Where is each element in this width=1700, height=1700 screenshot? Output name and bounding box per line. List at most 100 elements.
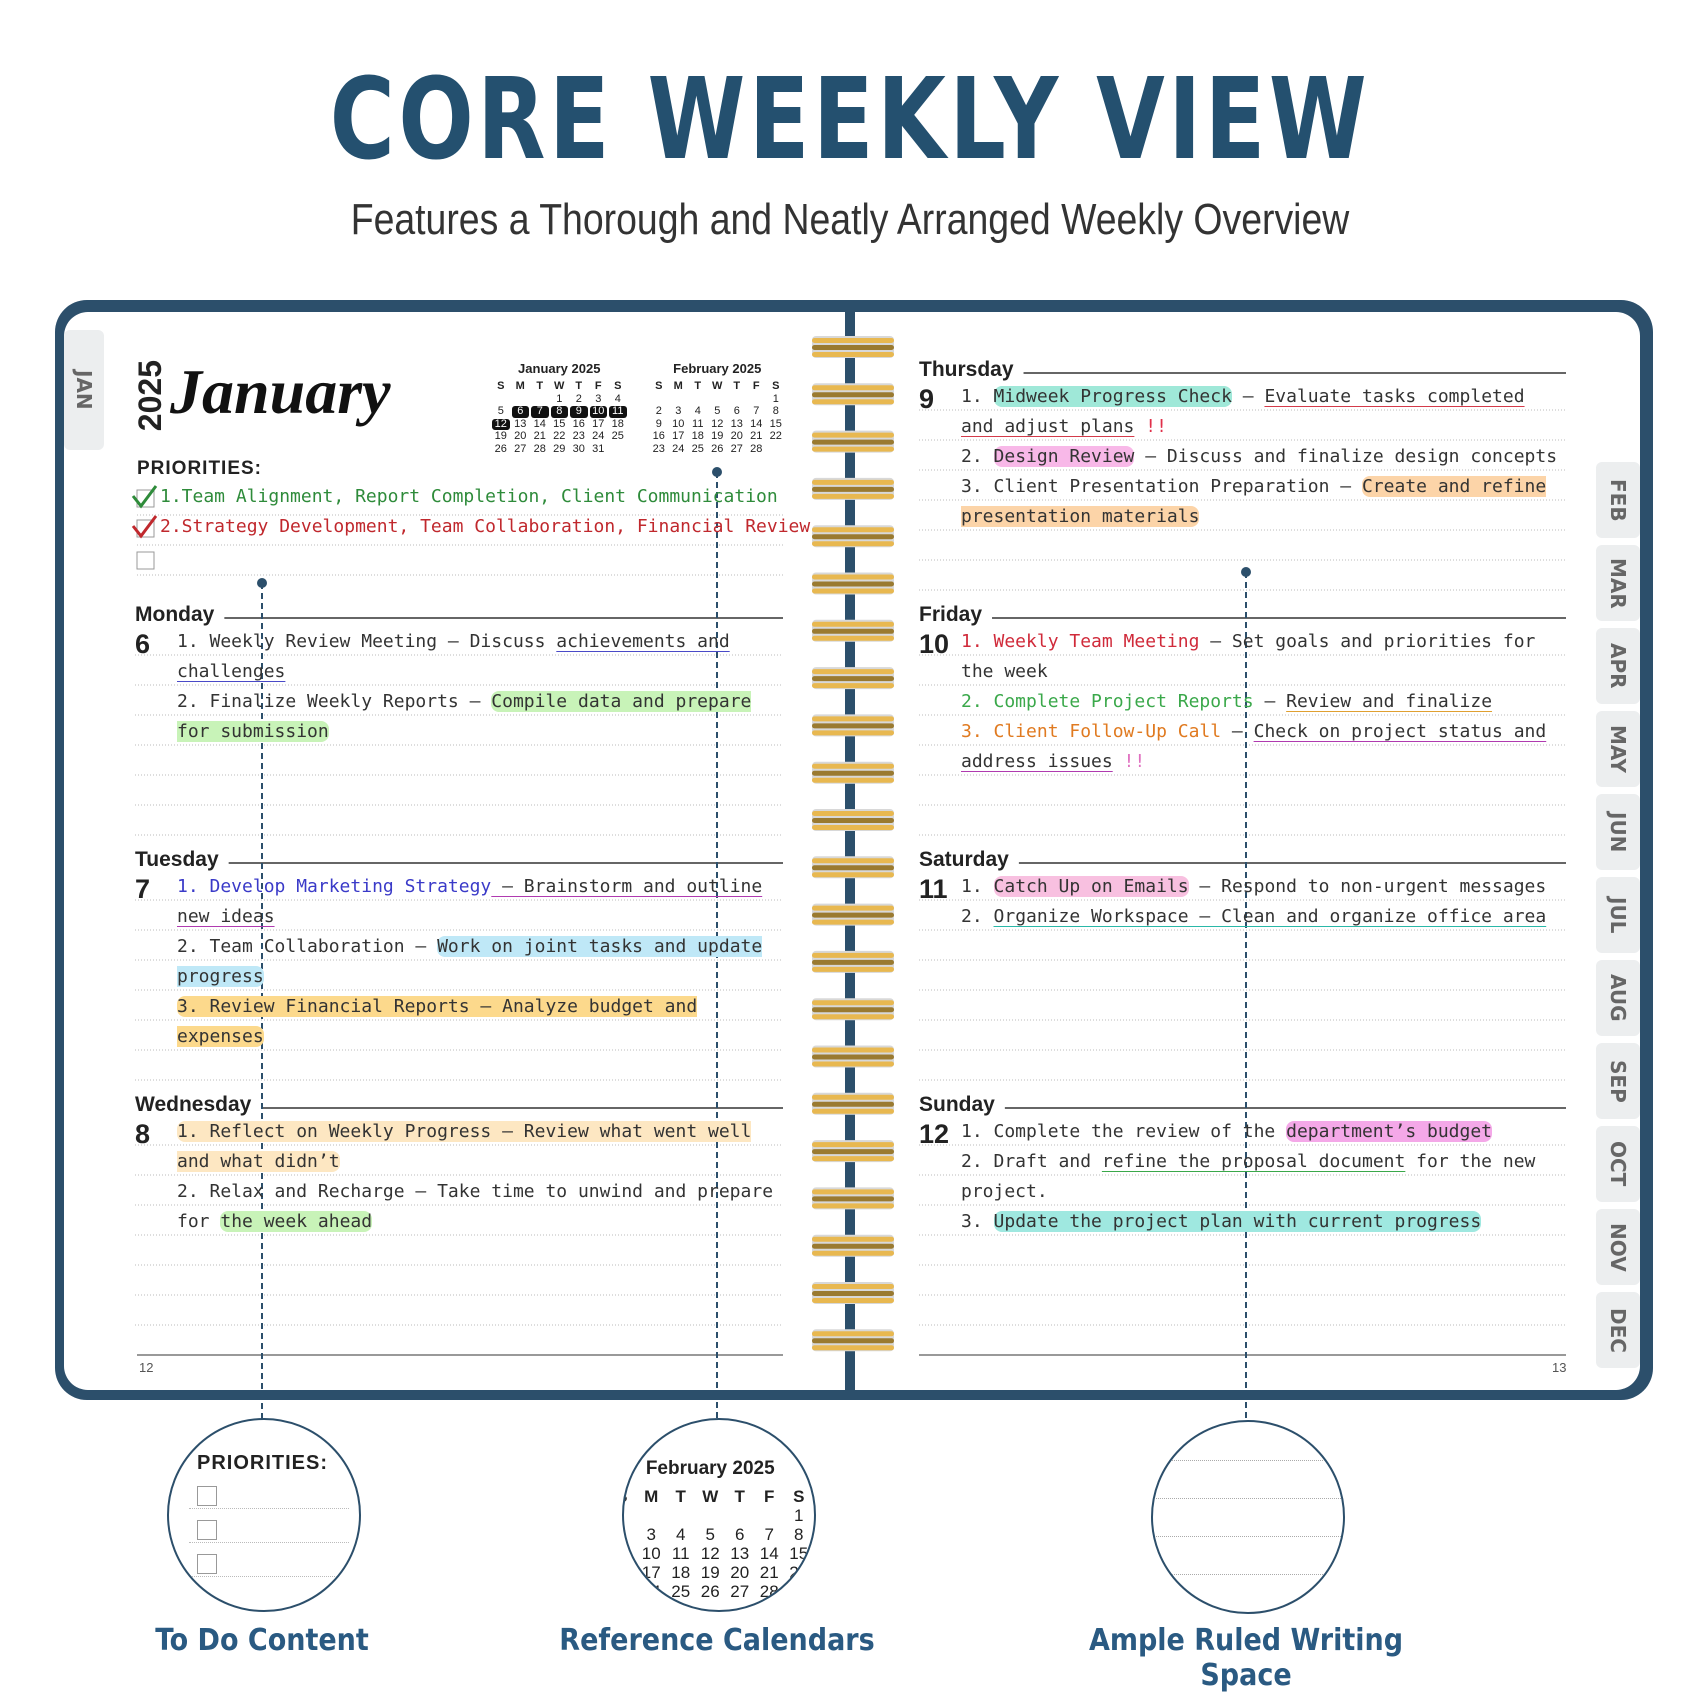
day-entries: 1. Weekly Review Meeting – Discuss achie… (177, 627, 783, 747)
calendar-day: 16 (622, 1563, 632, 1583)
weekday: S (772, 379, 780, 392)
day-number: 9 (919, 384, 935, 414)
spiral-ring (812, 770, 894, 776)
month-tab[interactable]: AUG (1596, 960, 1640, 1036)
spiral-ring (812, 1243, 894, 1249)
spiral-ring (812, 399, 894, 405)
weekday: M (644, 1486, 659, 1506)
callout-circle (1151, 1420, 1345, 1614)
month-tab[interactable]: OCT (1596, 1126, 1640, 1202)
month-tab[interactable]: APR (1596, 628, 1640, 704)
left-page (64, 312, 845, 1390)
spiral-ring (812, 527, 894, 533)
spiral-ring (812, 905, 894, 911)
entry-text: Evaluate tasks completed and adjust plan… (961, 386, 1525, 437)
spiral-ring (812, 1014, 894, 1020)
spiral-ring (812, 669, 894, 675)
month-tab[interactable]: NOV (1596, 1209, 1640, 1285)
day-entries: 1. Weekly Team Meeting – Set goals and p… (961, 627, 1566, 777)
spiral-ring (812, 1142, 894, 1148)
entry-text: 1. Reflect on Weekly Progress – Review w… (177, 1121, 752, 1172)
weekday: S (614, 379, 622, 392)
entry: 1. Weekly Review Meeting – Discuss achie… (177, 627, 783, 687)
weekday: W (554, 379, 565, 392)
calendar-day: 4 (694, 405, 701, 417)
spiral-ring (812, 1284, 894, 1289)
calendar-day: 31 (592, 442, 605, 455)
entry-text: 2. Draft and (961, 1151, 1102, 1172)
month-tab[interactable]: DEC (1596, 1292, 1640, 1368)
month-tab[interactable]: MAR (1596, 545, 1640, 621)
month-tab[interactable]: FEB (1596, 462, 1640, 538)
calendar-day: 8 (550, 405, 568, 418)
entry: 2. Organize Workspace – Clean and organi… (961, 902, 1566, 932)
calendar-day: 3 (595, 392, 602, 405)
calendar-day: 15 (789, 1544, 809, 1564)
calendar-day: 1 (794, 1506, 804, 1526)
priority-item: 1.Team Alignment, Report Completion, Cli… (160, 486, 778, 507)
spiral-ring (812, 872, 894, 878)
month-tab[interactable]: JUL (1596, 877, 1640, 953)
spiral-ring (812, 385, 894, 391)
entry-text: 1. Weekly Team Meeting (961, 631, 1200, 652)
spiral-ring (812, 1007, 894, 1013)
calendar-day: 6 (511, 405, 529, 418)
spiral-ring (812, 338, 894, 343)
calendar-day: 13 (730, 417, 743, 430)
entry: 2. Complete Project Reports – Review and… (961, 687, 1566, 717)
subtitle: Features a Thorough and Neatly Arranged … (350, 195, 1350, 244)
spiral-ring (812, 581, 894, 587)
calendar-day: 28 (533, 442, 546, 455)
priorities-label: PRIORITIES: (197, 1452, 329, 1474)
calendar-day: 15 (553, 417, 566, 430)
callout-label: Reference Calendars (559, 1623, 875, 1658)
calendar-day: 9 (570, 405, 588, 418)
spiral-ring (812, 493, 894, 499)
calendar-day: 27 (730, 442, 743, 455)
weekday: T (575, 379, 583, 392)
calendar-day: 1 (772, 392, 779, 405)
checkmark (131, 485, 158, 509)
day-name: Monday (135, 603, 215, 626)
calendar-day: 17 (672, 430, 685, 442)
calendar-day: 16 (652, 430, 665, 442)
spiral-ring (812, 1236, 894, 1242)
callout-circle: February 2025SMTWTFS12345678910111213141… (622, 1418, 816, 1612)
weekday: T (734, 1486, 745, 1506)
rule (189, 1576, 349, 1577)
calendar-day: 22 (769, 430, 782, 442)
entry-text: Review and finalize (1286, 691, 1493, 712)
spiral-ring (812, 865, 894, 871)
month-tab[interactable]: SEP (1596, 1043, 1640, 1119)
month-tab[interactable]: MAY (1596, 711, 1640, 787)
entry-text: 1. Complete the review of the (961, 1121, 1287, 1142)
calendar-day: 6 (735, 1525, 745, 1545)
spiral-ring (812, 345, 894, 350)
entry: 1. Complete the review of the department… (961, 1117, 1566, 1147)
entry-text: 1. Develop Marketing Strategy (177, 876, 492, 897)
calendar-day: 10 (589, 405, 607, 418)
calendar-day: 4 (614, 392, 621, 405)
calendar-day: 24 (592, 430, 605, 442)
day-entries: 1. Midweek Progress Check – Evaluate tas… (961, 382, 1566, 532)
spiral-ring (812, 966, 894, 972)
page-number: 13 (1552, 1360, 1567, 1375)
calendar-day: 11 (609, 405, 627, 418)
month-tab[interactable]: JAN (64, 330, 104, 450)
priority-item: 2.Strategy Development, Team Collaborati… (160, 516, 811, 537)
entry-text: Design Review (993, 446, 1135, 467)
calendar-title: February 2025 (673, 361, 762, 376)
spiral-ring (812, 959, 894, 965)
entry: 1. Catch Up on Emails – Respond to non-u… (961, 872, 1566, 902)
entry-text: Midweek Progress Check (993, 386, 1232, 407)
calendar-day: 8 (794, 1525, 804, 1545)
spiral-ring (812, 1203, 894, 1209)
calendar-day: 27 (514, 442, 527, 455)
calendar-day: 21 (759, 1563, 779, 1583)
spiral-ring (812, 1189, 894, 1195)
month-tab[interactable]: JUN (1596, 794, 1640, 870)
rule (189, 1508, 349, 1509)
spiral-ring (812, 1094, 894, 1100)
